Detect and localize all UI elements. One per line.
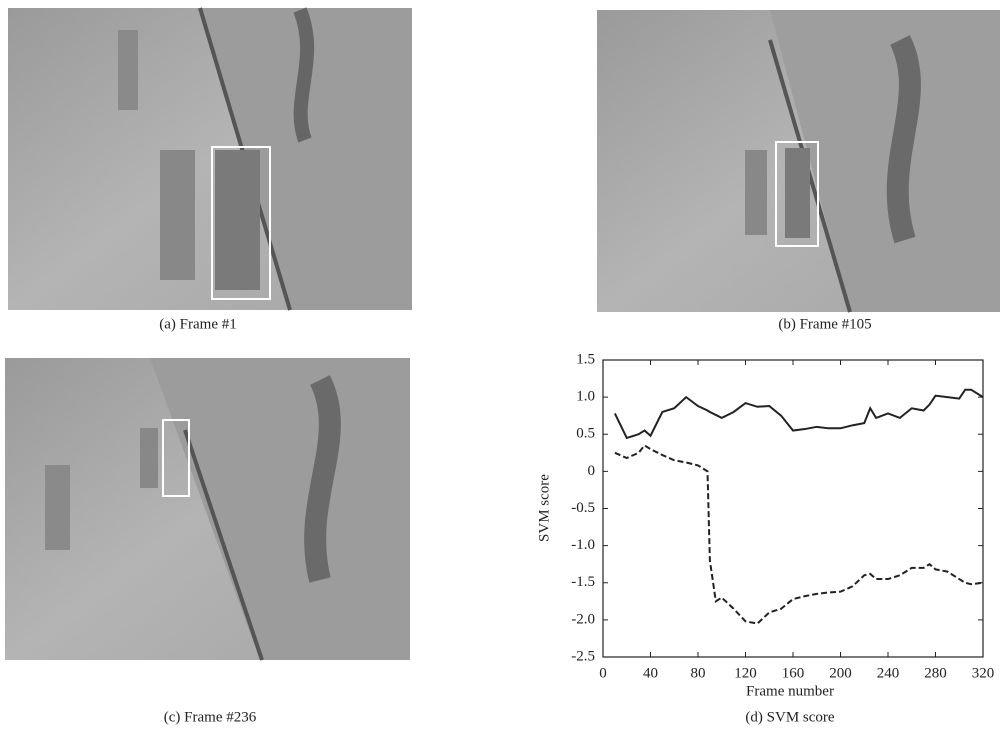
caption: (b) Frame #105 (778, 316, 871, 332)
x-tick-label: 320 (972, 665, 995, 681)
caption: (a) Frame #1 (159, 316, 236, 332)
caption: (c) Frame #236 (164, 709, 257, 725)
x-tick-label: 280 (924, 665, 947, 681)
y-tick-label: -2.0 (571, 611, 595, 627)
photo-b (597, 10, 1000, 312)
x-tick-label: 40 (643, 665, 658, 681)
x-tick-label: 160 (782, 665, 805, 681)
y-tick-label: 1.0 (576, 389, 595, 405)
caption: (d) SVM score (745, 709, 834, 725)
y-tick-label: -1.5 (571, 574, 595, 590)
x-tick-label: 120 (734, 665, 757, 681)
y-tick-label: -0.5 (571, 500, 595, 516)
y-tick-label: 1.5 (576, 351, 595, 367)
y-tick-label: -2.5 (571, 648, 595, 664)
series-line (615, 390, 983, 438)
y-tick-label: -1.0 (571, 537, 595, 553)
x-tick-label: 0 (599, 665, 607, 681)
y-tick-label: 0 (588, 463, 596, 479)
plot-frame (603, 360, 983, 657)
photo-c (5, 358, 410, 660)
figure: (a) Frame #1 (b) Frame #105 (c) Frame #2… (0, 0, 1000, 733)
series-line (615, 445, 983, 623)
x-tick-label: 80 (691, 665, 706, 681)
photo-a (8, 8, 412, 310)
x-tick-label: 200 (829, 665, 852, 681)
x-tick-label: 240 (877, 665, 900, 681)
x-axis-label: Frame number (746, 683, 834, 699)
y-tick-label: 0.5 (576, 426, 595, 442)
y-axis-label: SVM score (536, 474, 552, 542)
